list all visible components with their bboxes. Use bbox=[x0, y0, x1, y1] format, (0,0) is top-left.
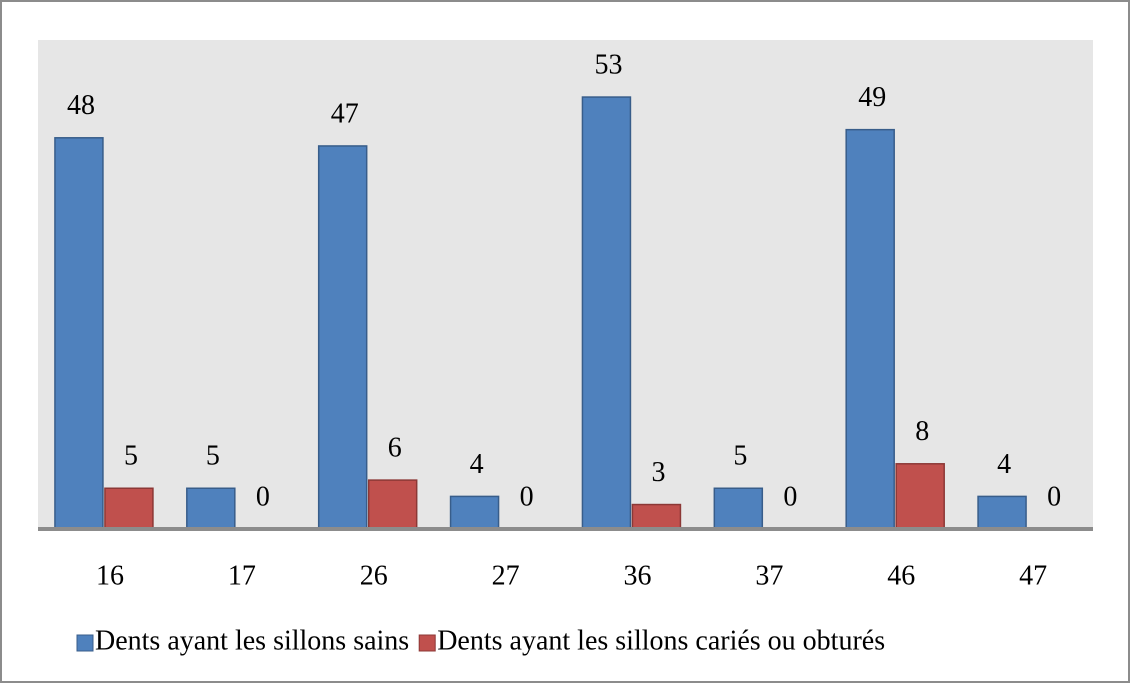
value-label: 3 bbox=[651, 457, 665, 488]
legend-swatch bbox=[76, 634, 94, 652]
bar bbox=[54, 137, 104, 530]
bar bbox=[367, 479, 418, 530]
value-label: 8 bbox=[915, 416, 929, 447]
value-label: 4 bbox=[997, 449, 1011, 480]
value-label: 0 bbox=[1047, 481, 1061, 512]
bar bbox=[317, 145, 368, 530]
value-label: 49 bbox=[858, 82, 886, 113]
legend-label: Dents ayant les sillons sains bbox=[95, 625, 409, 656]
value-label: 0 bbox=[520, 481, 534, 512]
x-tick-label: 46 bbox=[887, 560, 915, 591]
value-label: 0 bbox=[783, 481, 797, 512]
bar bbox=[104, 487, 154, 530]
x-tick-label: 47 bbox=[1019, 560, 1047, 591]
value-label: 4 bbox=[470, 449, 484, 480]
x-tick-label: 16 bbox=[96, 560, 124, 591]
value-label: 5 bbox=[124, 441, 138, 472]
bar bbox=[186, 487, 236, 530]
bar bbox=[845, 128, 895, 530]
bar bbox=[977, 495, 1027, 530]
value-label: 48 bbox=[67, 90, 95, 121]
value-label: 0 bbox=[256, 481, 270, 512]
x-tick-label: 27 bbox=[492, 560, 520, 591]
value-label: 47 bbox=[331, 98, 359, 129]
x-tick-label: 37 bbox=[755, 560, 783, 591]
legend-label: Dents ayant les sillons cariés ou obturé… bbox=[437, 625, 885, 656]
bar bbox=[449, 495, 500, 530]
x-tick-label: 17 bbox=[228, 560, 256, 591]
bar bbox=[895, 463, 945, 530]
x-tick-label: 26 bbox=[360, 560, 388, 591]
value-label: 6 bbox=[388, 433, 402, 464]
legend-swatch bbox=[418, 634, 436, 652]
value-label: 5 bbox=[206, 441, 220, 472]
x-tick-label: 36 bbox=[623, 560, 651, 591]
bar bbox=[581, 96, 632, 530]
bar bbox=[713, 487, 764, 530]
value-label: 5 bbox=[733, 441, 747, 472]
bar bbox=[631, 503, 682, 530]
value-label: 53 bbox=[594, 49, 622, 80]
plot-area bbox=[38, 40, 1093, 529]
